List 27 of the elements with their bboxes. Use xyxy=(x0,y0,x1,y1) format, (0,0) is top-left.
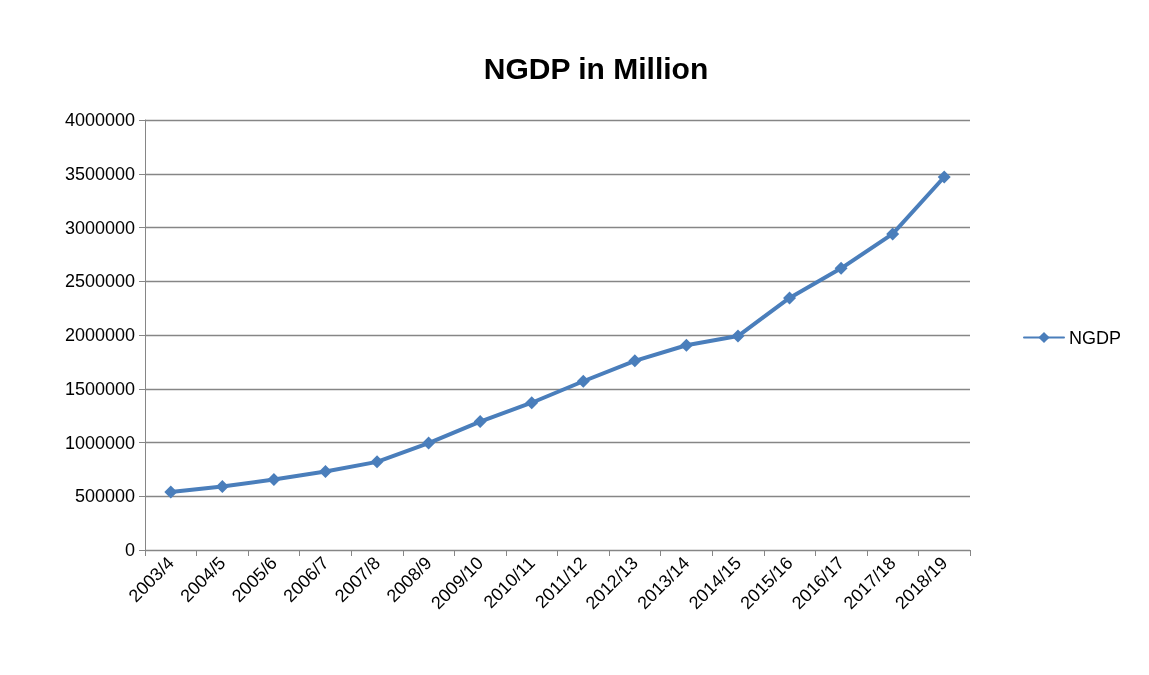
point xyxy=(267,473,281,487)
y-tick-label: 2000000 xyxy=(64,325,135,345)
y-tick-label: 3000000 xyxy=(64,217,135,238)
y-tick-label: 2500000 xyxy=(64,271,135,292)
point xyxy=(679,338,693,352)
y-tick-label: 4000000 xyxy=(64,110,135,130)
point xyxy=(783,291,797,305)
y-tick-label: 1500000 xyxy=(64,378,135,399)
point xyxy=(628,354,642,368)
point xyxy=(164,485,178,499)
y-tick-label: 500000 xyxy=(74,486,135,507)
point xyxy=(576,374,590,388)
point xyxy=(525,396,539,410)
point xyxy=(731,329,745,343)
point xyxy=(215,480,229,494)
point xyxy=(318,465,332,479)
legend-label: NGDP xyxy=(1069,327,1122,348)
y-tick-label: 0 xyxy=(124,540,135,560)
point xyxy=(473,415,487,429)
y-tick-label: 3500000 xyxy=(64,163,135,184)
chart-title: NGDP in Million xyxy=(483,51,709,85)
y-tick-label: 1000000 xyxy=(64,432,135,453)
point xyxy=(886,227,900,241)
point xyxy=(370,455,384,469)
point xyxy=(422,436,436,450)
point xyxy=(834,261,848,275)
point xyxy=(937,170,951,184)
